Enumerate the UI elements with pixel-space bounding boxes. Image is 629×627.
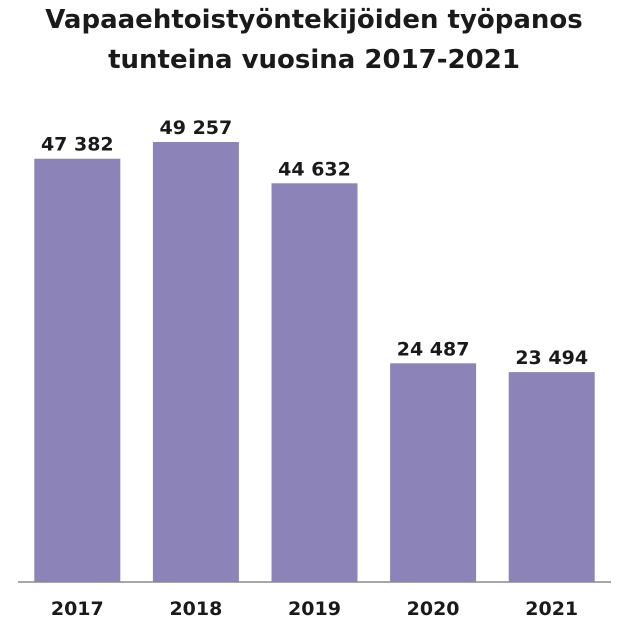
bars-group — [34, 142, 595, 583]
value-labels-group: 47 382 49 257 44 632 24 487 23 494 — [41, 117, 588, 369]
x-tick-label-2017: 2017 — [51, 598, 104, 620]
data-label-2019: 44 632 — [278, 158, 351, 180]
data-label-2018: 49 257 — [160, 117, 233, 139]
x-tick-label-2020: 2020 — [407, 598, 460, 620]
bar-2021 — [508, 372, 595, 582]
bar-2017 — [34, 158, 121, 582]
x-tick-label-2021: 2021 — [525, 598, 578, 620]
bar-2018 — [152, 142, 239, 582]
data-label-2021: 23 494 — [515, 347, 588, 369]
data-label-2017: 47 382 — [41, 134, 114, 156]
tick-labels-group: 2017 2018 2019 2020 2021 — [51, 598, 578, 620]
bar-2019 — [271, 183, 358, 583]
x-tick-label-2018: 2018 — [169, 598, 222, 620]
chart-title-line-2: tunteina vuosina 2017-2021 — [108, 45, 520, 75]
chart-title-line-1: Vapaaehtoistyöntekijöiden työpanos — [45, 5, 583, 35]
bar-2020 — [390, 363, 477, 582]
x-tick-label-2019: 2019 — [288, 598, 341, 620]
data-label-2020: 24 487 — [397, 338, 470, 360]
